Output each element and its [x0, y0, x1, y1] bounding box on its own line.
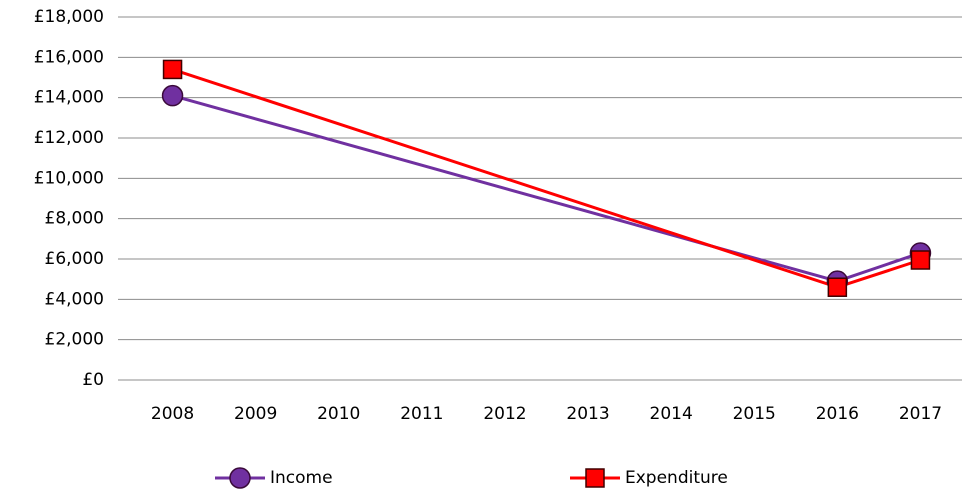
legend-label: Expenditure [625, 468, 728, 488]
legend-marker [229, 467, 251, 489]
x-tick-label: 2011 [400, 404, 443, 424]
data-point [162, 59, 183, 80]
y-tick-label: £16,000 [34, 47, 104, 67]
y-tick-label: £10,000 [34, 168, 104, 188]
x-tick-label: 2013 [566, 404, 609, 424]
y-tick-label: £6,000 [45, 249, 104, 269]
y-tick-label: £4,000 [45, 289, 104, 309]
data-point [161, 84, 184, 107]
data-point [827, 277, 848, 297]
data-point [910, 250, 931, 270]
y-tick-label: £18,000 [34, 7, 104, 27]
x-tick-label: 2010 [317, 404, 360, 424]
y-tick-label: £2,000 [45, 330, 104, 350]
y-tick-label: £8,000 [45, 209, 104, 229]
series-line [172, 94, 921, 283]
legend-label: Income [270, 468, 333, 488]
x-tick-label: 2017 [899, 404, 942, 424]
y-tick-label: £0 [82, 370, 104, 390]
x-tick-label: 2008 [151, 404, 194, 424]
x-tick-label: 2014 [650, 404, 693, 424]
x-tick-label: 2009 [234, 404, 277, 424]
x-tick-label: 2016 [816, 404, 859, 424]
x-tick-label: 2012 [483, 404, 526, 424]
y-tick-label: £12,000 [34, 128, 104, 148]
legend-marker [585, 468, 605, 488]
y-tick-label: £14,000 [34, 88, 104, 108]
x-tick-label: 2015 [733, 404, 776, 424]
